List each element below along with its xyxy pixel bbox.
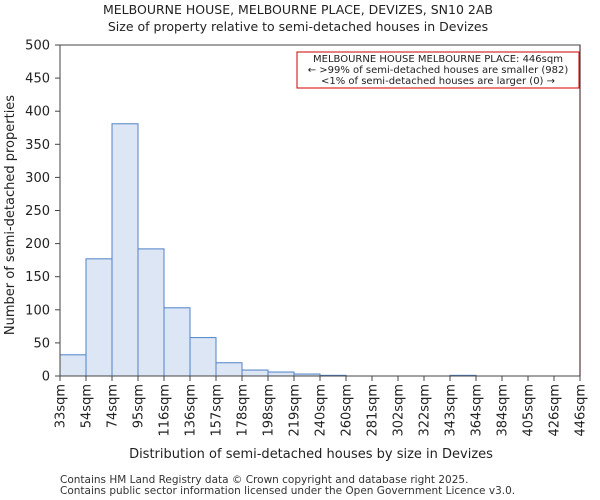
bar-198sqm [267, 371, 295, 377]
x-tick-label: 219sqm [288, 384, 303, 437]
y-tick-label: 500 [25, 39, 50, 54]
y-tick-label: 250 [25, 204, 50, 219]
y-tick-label: 400 [25, 105, 50, 120]
y-tick-label: 200 [25, 237, 50, 252]
x-tick-label: 157sqm [210, 384, 225, 437]
bar-74sqm [111, 123, 139, 377]
chart-subtitle: Size of property relative to semi-detach… [108, 19, 488, 34]
annotation-frame [296, 51, 580, 89]
x-tick-label: 116sqm [158, 384, 173, 437]
x-tick-label: 405sqm [522, 384, 537, 437]
bar-136sqm [189, 337, 217, 377]
x-tick-label: 343sqm [444, 384, 459, 437]
bar-116sqm [163, 307, 191, 377]
footer-copyright: Contains HM Land Registry data © Crown c… [60, 474, 468, 486]
x-tick-label: 178sqm [236, 384, 251, 437]
y-axis-ticks: 0 50 100 150 200 250 300 350 400 450 500 [25, 39, 60, 385]
x-tick-label: 281sqm [366, 384, 381, 437]
x-tick-label: 95sqm [132, 384, 147, 428]
y-tick-label: 150 [25, 270, 50, 285]
x-tick-label: 426sqm [548, 384, 563, 437]
y-tick-label: 450 [25, 72, 50, 87]
x-tick-label: 74sqm [106, 384, 121, 428]
x-tick-label: 384sqm [496, 384, 511, 437]
annotation-box: MELBOURNE HOUSE MELBOURNE PLACE: 446sqm … [296, 51, 580, 89]
bar-157sqm [215, 362, 243, 377]
annotation-line-1: MELBOURNE HOUSE MELBOURNE PLACE: 446sqm [313, 54, 563, 65]
y-tick-label: 100 [25, 303, 50, 318]
bars-group [59, 123, 477, 377]
x-tick-label: 322sqm [418, 384, 433, 437]
y-tick-label: 350 [25, 138, 50, 153]
x-tick-label: 260sqm [340, 384, 355, 437]
x-tick-label: 240sqm [314, 384, 329, 437]
annotation-line-2: ← >99% of semi-detached houses are small… [308, 65, 569, 76]
bar-33sqm [59, 354, 87, 377]
y-tick-label: 0 [42, 370, 50, 385]
bar-54sqm [85, 258, 113, 377]
annotation-line-3: <1% of semi-detached houses are larger (… [321, 76, 555, 87]
y-axis-label: Number of semi-detached properties [3, 95, 18, 335]
x-tick-label: 136sqm [184, 384, 199, 437]
x-tick-label: 54sqm [80, 384, 95, 428]
plot-frame [59, 44, 581, 377]
footer-licence: Contains public sector information licen… [60, 485, 515, 497]
x-tick-label: 198sqm [262, 384, 277, 437]
x-tick-label: 446sqm [574, 384, 589, 437]
y-tick-label: 50 [33, 336, 50, 351]
x-tick-label: 33sqm [54, 384, 69, 428]
x-axis-ticks: 33sqm 54sqm 74sqm 95sqm 116sqm 136sqm 157sqm 17… [54, 376, 589, 437]
bar-178sqm [241, 369, 269, 377]
chart-title: MELBOURNE HOUSE, MELBOURNE PLACE, DEVIZE… [103, 2, 493, 17]
x-tick-label: 302sqm [392, 384, 407, 437]
bar-95sqm [137, 248, 165, 377]
x-tick-label: 364sqm [470, 384, 485, 437]
x-axis-label: Distribution of semi-detached houses by … [129, 447, 493, 462]
y-tick-label: 300 [25, 171, 50, 186]
